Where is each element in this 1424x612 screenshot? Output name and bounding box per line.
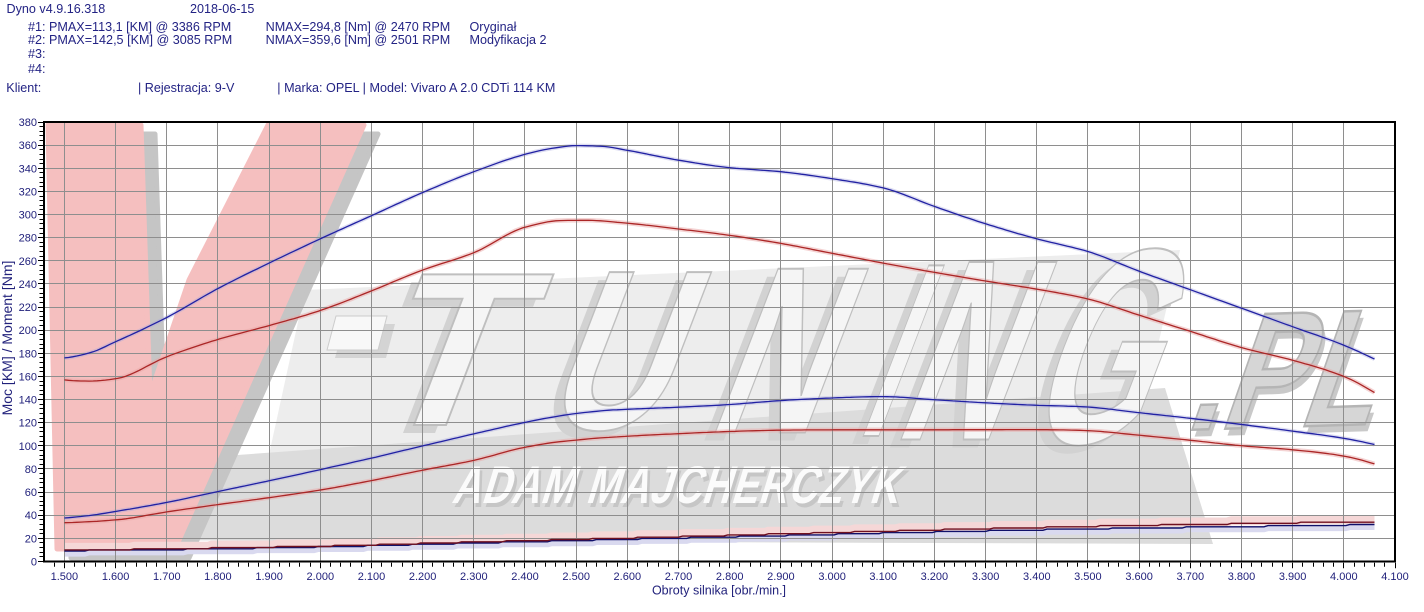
svg-text:Moc [KM] / Moment [Nm]: Moc [KM] / Moment [Nm] (0, 261, 15, 416)
svg-text:ADAM MAJCHERCZYK: ADAM MAJCHERCZYK (450, 460, 915, 519)
svg-text:3.300: 3.300 (972, 571, 1000, 583)
svg-text:360: 360 (19, 140, 37, 152)
svg-text:260: 260 (19, 256, 37, 268)
svg-text:1.500: 1.500 (51, 571, 79, 583)
svg-text:3.200: 3.200 (921, 571, 949, 583)
svg-text:3.000: 3.000 (818, 571, 846, 583)
svg-text:1.700: 1.700 (153, 571, 181, 583)
svg-text:100: 100 (19, 441, 37, 453)
svg-text:0: 0 (31, 557, 37, 569)
svg-text:4.100: 4.100 (1381, 571, 1409, 583)
svg-text:280: 280 (19, 233, 37, 245)
svg-text:320: 320 (19, 186, 37, 198)
svg-text:300: 300 (19, 210, 37, 222)
svg-text:2.900: 2.900 (767, 571, 795, 583)
svg-text:Obroty silnika [obr./min.]: Obroty silnika [obr./min.] (652, 584, 786, 598)
svg-text:3.800: 3.800 (1228, 571, 1256, 583)
svg-text:2.400: 2.400 (511, 571, 539, 583)
svg-text:2.200: 2.200 (409, 571, 437, 583)
svg-text:3.700: 3.700 (1177, 571, 1205, 583)
svg-text:ADAM MAJCHERCZYK: ADAM MAJCHERCZYK (447, 456, 912, 515)
svg-text:1.800: 1.800 (204, 571, 232, 583)
svg-text:2.500: 2.500 (562, 571, 590, 583)
svg-text:3.100: 3.100 (869, 571, 897, 583)
svg-text:3.900: 3.900 (1279, 571, 1307, 583)
svg-text:80: 80 (25, 464, 37, 476)
svg-text:2.700: 2.700 (665, 571, 693, 583)
svg-text:200: 200 (19, 325, 37, 337)
svg-text:60: 60 (25, 487, 37, 499)
svg-text:240: 240 (19, 279, 37, 291)
svg-text:4.000: 4.000 (1330, 571, 1358, 583)
svg-text:1.600: 1.600 (102, 571, 130, 583)
svg-text:3.500: 3.500 (1074, 571, 1102, 583)
svg-text:2.300: 2.300 (460, 571, 488, 583)
svg-text:3.400: 3.400 (1023, 571, 1051, 583)
svg-text:140: 140 (19, 395, 37, 407)
svg-text:3.600: 3.600 (1125, 571, 1153, 583)
svg-text:2.000: 2.000 (307, 571, 335, 583)
svg-text:20: 20 (25, 533, 37, 545)
svg-text:120: 120 (19, 418, 37, 430)
svg-text:2.100: 2.100 (358, 571, 386, 583)
svg-text:1.900: 1.900 (255, 571, 283, 583)
svg-text:2.800: 2.800 (716, 571, 744, 583)
svg-text:380: 380 (19, 117, 37, 129)
svg-text:40: 40 (25, 510, 37, 522)
svg-text:340: 340 (19, 163, 37, 175)
svg-text:220: 220 (19, 302, 37, 314)
svg-text:2.600: 2.600 (614, 571, 642, 583)
svg-text:180: 180 (19, 348, 37, 360)
svg-text:160: 160 (19, 371, 37, 383)
